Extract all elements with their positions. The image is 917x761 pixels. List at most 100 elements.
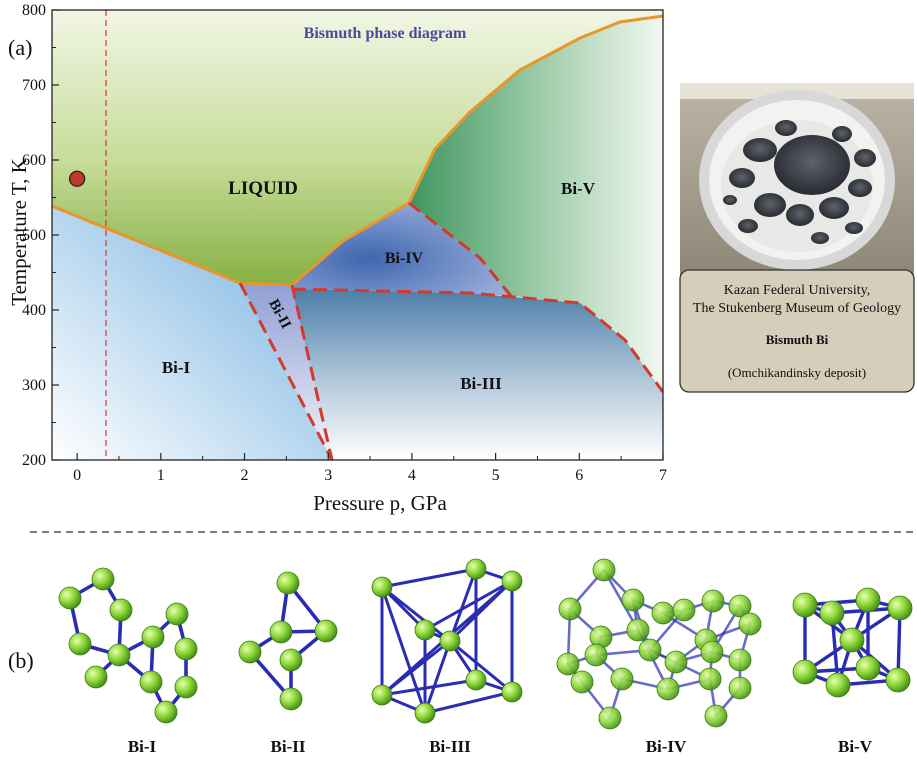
atom: [58, 586, 82, 610]
bond: [423, 690, 514, 715]
atom: [165, 602, 189, 626]
atom: [414, 702, 436, 724]
atom: [556, 652, 580, 676]
sample-card-mineral: Bismuth Bi: [766, 332, 829, 347]
atom: [792, 659, 818, 685]
structure-label-bi-iii: Bi-III: [429, 737, 471, 756]
atom: [638, 638, 662, 662]
x-tick-label: 0: [73, 467, 81, 484]
atom: [501, 681, 523, 703]
sample-card-university: Kazan Federal University,: [724, 283, 870, 298]
atom: [68, 632, 92, 656]
atom: [651, 601, 675, 625]
atom: [314, 619, 338, 643]
y-tick-label: 800: [22, 2, 46, 19]
bond: [448, 639, 514, 694]
structure-bi-iv: [556, 558, 762, 730]
phase-label-bi-iv: Bi-IV: [385, 250, 424, 267]
atom: [698, 667, 722, 691]
phase-label-liquid: LIQUID: [228, 178, 298, 199]
atom: [728, 676, 752, 700]
atom: [439, 630, 461, 652]
atom: [656, 677, 680, 701]
atom: [501, 570, 523, 592]
x-tick-label: 5: [492, 467, 500, 484]
structure-label-bi-i: Bi-I: [128, 737, 157, 756]
atom: [584, 643, 608, 667]
sample-card-deposit: (Omchikandinsky deposit): [728, 365, 866, 380]
atom: [107, 643, 131, 667]
atom: [700, 640, 724, 664]
y-tick-label: 400: [22, 302, 46, 319]
structure-label-bi-ii: Bi-II: [271, 737, 306, 756]
structure-label-bi-v: Bi-V: [838, 737, 873, 756]
x-axis-ticks: 0 1 2 3 4 5 6 7: [73, 453, 667, 484]
atom: [269, 620, 293, 644]
x-tick-label: 3: [324, 467, 332, 484]
phase-label-bi-iii: Bi-III: [460, 374, 502, 393]
atom: [792, 592, 818, 618]
atom: [465, 558, 487, 580]
x-tick-label: 6: [575, 467, 583, 484]
atom: [887, 595, 913, 621]
atom: [279, 648, 303, 672]
region-liquid: [52, 10, 663, 285]
transition-line-bi-iv-bi-v: [408, 201, 513, 297]
phase-label-bi-v: Bi-V: [561, 179, 596, 198]
atom: [728, 648, 752, 672]
region-bi-iii: [292, 289, 663, 460]
y-tick-label: 700: [22, 77, 46, 94]
atom: [728, 594, 752, 618]
atom: [276, 571, 300, 595]
bond: [380, 678, 478, 697]
x-tick-label: 2: [241, 467, 249, 484]
atom: [414, 619, 436, 641]
panel-a-label: (a): [8, 35, 32, 60]
region-bi-iv: [292, 203, 511, 296]
x-axis-label: Pressure p, GPa: [313, 491, 447, 515]
atom: [825, 672, 851, 698]
atom: [174, 675, 198, 699]
atom: [855, 655, 881, 681]
atom: [465, 669, 487, 691]
bismuth-sample-photo: [680, 83, 914, 275]
structure-label-bi-iv: Bi-IV: [646, 737, 687, 756]
atom: [371, 684, 393, 706]
phase-label-bi-i: Bi-I: [162, 358, 191, 377]
atom: [238, 640, 262, 664]
atom: [704, 704, 728, 728]
atom: [154, 700, 178, 724]
atom: [592, 558, 616, 582]
structure-bi-v: [792, 587, 913, 698]
atom: [664, 650, 688, 674]
sample-card: [679, 269, 915, 393]
atom: [672, 598, 696, 622]
atom: [701, 589, 725, 613]
atom: [279, 687, 303, 711]
atom: [598, 706, 622, 730]
bond: [448, 567, 478, 643]
atom: [885, 667, 911, 693]
atom: [839, 627, 865, 653]
atom: [174, 637, 198, 661]
marker-point: [68, 170, 86, 187]
atom: [84, 665, 108, 689]
region-bi-i: [52, 206, 332, 460]
atom: [738, 612, 762, 636]
bond: [380, 585, 427, 715]
atom: [109, 598, 133, 622]
transition-line-bi-ii-bi-iii: [290, 284, 334, 460]
bond: [380, 585, 452, 643]
atom: [610, 667, 634, 691]
phase-diagram: [52, 10, 663, 460]
atom: [141, 625, 165, 649]
transition-line-bi-iii-upper: [291, 287, 663, 393]
atom: [819, 600, 845, 626]
structure-bi-iii: [371, 558, 523, 724]
x-tick-label: 7: [659, 467, 667, 484]
diagram-title: Bismuth phase diagram: [304, 25, 467, 42]
panel-b-label: (b): [8, 648, 34, 673]
sample-card-museum: The Stukenberg Museum of Geology: [693, 301, 901, 316]
structure-bi-ii: [238, 571, 338, 711]
atom: [558, 597, 582, 621]
